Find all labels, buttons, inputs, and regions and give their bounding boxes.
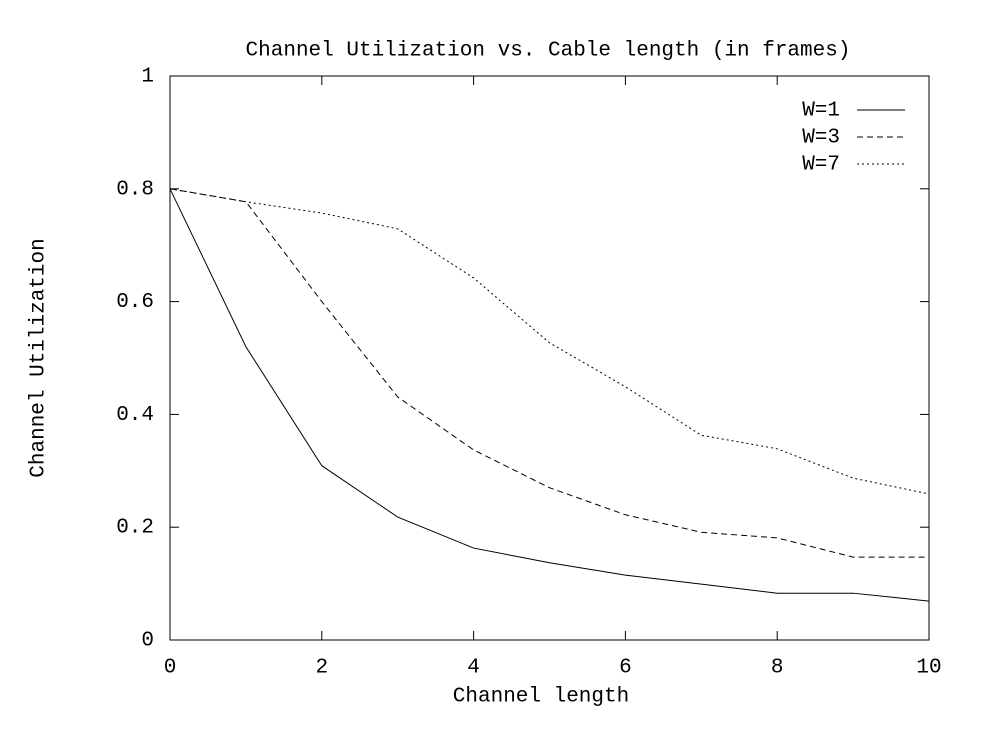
y-axis-label: Channel Utilization bbox=[28, 238, 51, 477]
legend-label: W=3 bbox=[802, 127, 840, 150]
series-line bbox=[169, 188, 930, 495]
x-axis-label: Channel length bbox=[453, 686, 629, 709]
y-tick-label: 1 bbox=[141, 66, 154, 89]
legend-label: W=7 bbox=[802, 154, 840, 177]
series-line bbox=[169, 188, 929, 558]
y-tick-label: 0 bbox=[141, 630, 154, 653]
y-tick-label: 0.2 bbox=[116, 517, 154, 540]
x-tick-label: 4 bbox=[467, 657, 480, 680]
y-tick-label: 0.6 bbox=[116, 291, 154, 314]
x-tick-label: 10 bbox=[916, 657, 941, 680]
x-tick-label: 0 bbox=[164, 657, 177, 680]
plot-frame bbox=[169, 75, 930, 641]
x-tick-label: 6 bbox=[619, 657, 632, 680]
y-tick-label: 0.4 bbox=[116, 404, 154, 427]
chart-title: Channel Utilization vs. Cable length (in… bbox=[246, 40, 851, 63]
x-tick-label: 8 bbox=[771, 657, 784, 680]
legend-label: W=1 bbox=[802, 100, 840, 123]
series-line bbox=[169, 188, 930, 602]
y-tick-label: 0.8 bbox=[116, 178, 154, 201]
x-tick-label: 2 bbox=[315, 657, 328, 680]
